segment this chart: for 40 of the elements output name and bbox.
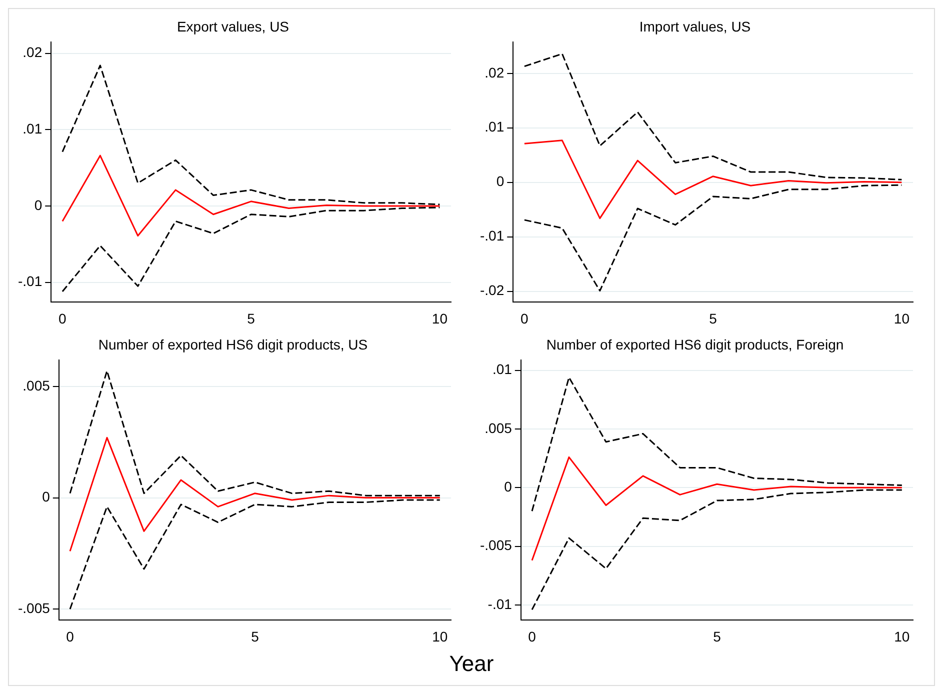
line-series [524,184,902,292]
x-tick-label: 0 [520,310,529,326]
line-series [524,53,902,180]
y-tick-label: -.01 [488,596,512,612]
x-tick-label: 0 [58,310,67,326]
x-tick-label: 5 [713,628,722,644]
x-tick-label: 0 [66,628,74,644]
x-tick-label: 0 [528,628,536,644]
y-tick-label: 0 [42,488,50,505]
y-tick-label: .01 [22,120,42,136]
x-tick-label: 5 [247,310,256,326]
y-tick-label: 0 [34,196,42,213]
y-tick-label: 0 [496,173,504,190]
y-tick-label: .01 [492,361,512,378]
y-tick-label: .01 [484,118,504,135]
line-series [69,499,441,610]
y-tick-label: -.02 [480,282,504,298]
x-tick-label: 10 [894,628,910,644]
x-tick-label: 10 [894,310,910,326]
x-tick-label: 10 [432,628,448,644]
y-tick-label: -.01 [18,273,42,290]
x-tick-label: 5 [251,628,260,644]
y-tick-label: .005 [22,377,50,394]
chart-title: Import values, US [639,18,751,34]
y-tick-label: -.005 [18,600,50,616]
chart-title: Number of exported HS6 digit products, Foreign [546,336,844,352]
y-tick-label: -.01 [480,228,504,244]
line-series [531,376,903,512]
x-tick-label: 10 [432,310,448,326]
line-series [69,370,441,496]
chart-title: Number of exported HS6 digit products, US [98,336,368,352]
y-tick-label: .005 [484,420,512,436]
line-series [531,489,903,610]
y-tick-label: -.005 [480,537,512,554]
y-tick-label: .02 [22,44,42,60]
y-tick-label: 0 [504,478,512,495]
y-tick-label: .02 [484,64,504,80]
chart-title: Export values, US [176,18,290,34]
x-tick-label: 5 [709,310,718,326]
x-axis-title: Year [448,651,495,677]
